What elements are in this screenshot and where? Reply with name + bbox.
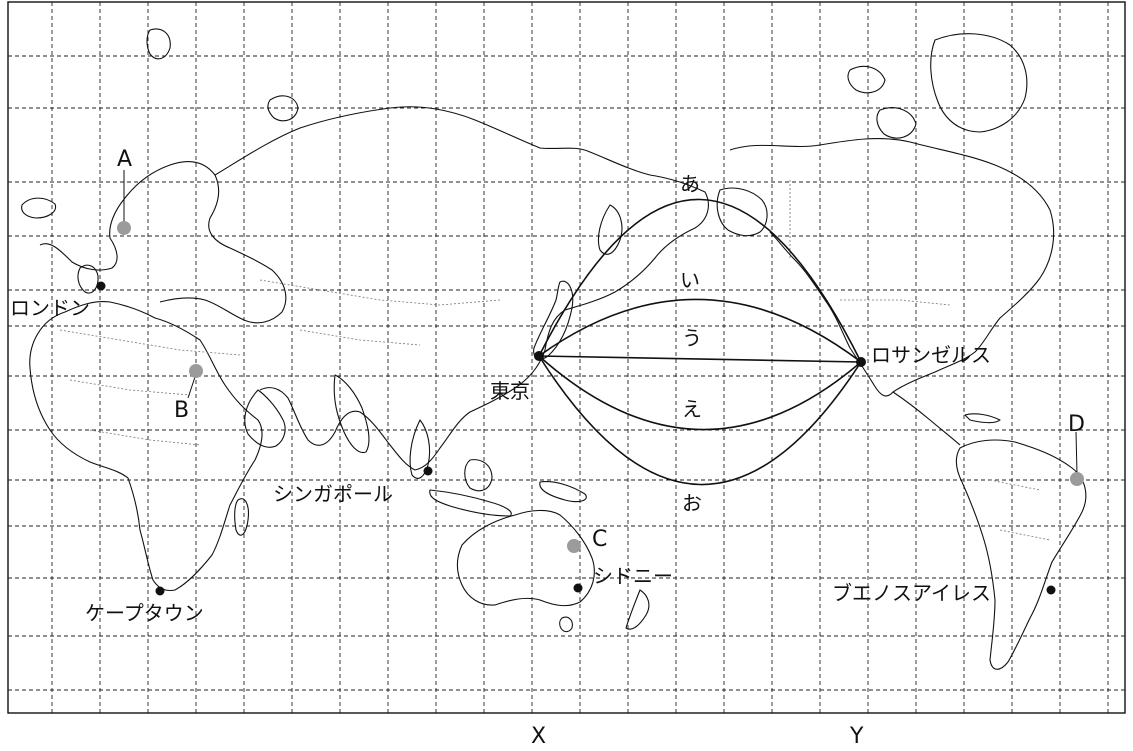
label-point-c: C	[592, 527, 607, 552]
coastline-caribbean	[964, 413, 1001, 424]
coastline-asia	[214, 106, 709, 471]
point-labels: A B C D	[117, 147, 1085, 552]
leader-d	[1075, 431, 1078, 475]
coastline-uk	[77, 264, 99, 294]
country-borders	[59, 180, 1051, 541]
label-singapore: シンガポール	[273, 482, 393, 506]
label-tokyo: 東京	[490, 379, 530, 403]
city-dot-singapore	[423, 466, 433, 476]
marker-a	[117, 221, 131, 235]
label-route-i: い	[680, 268, 700, 292]
coastline-arctic-islands	[847, 65, 886, 94]
axis-label-x: X	[531, 724, 546, 749]
coastline-kamchatka	[597, 204, 623, 255]
coastline-north-america	[729, 138, 1055, 397]
coastline-new-guinea	[539, 481, 587, 503]
label-route-o: お	[682, 491, 702, 515]
label-point-b: B	[174, 398, 189, 423]
label-route-u: う	[682, 326, 702, 350]
coastline-australia	[456, 509, 595, 607]
city-dot-losangeles	[856, 357, 866, 367]
city-dots	[96, 281, 1056, 596]
label-buenosaires: ブエノスアイレス	[832, 581, 991, 605]
route-a	[538, 198, 862, 363]
route-e	[538, 355, 862, 431]
coastline-africa	[29, 301, 263, 592]
label-sydney: シドニー	[593, 564, 673, 588]
city-dot-tokyo	[534, 351, 544, 361]
coastline-indonesia	[429, 489, 512, 517]
route-u	[538, 298, 862, 363]
route-i-straight	[538, 355, 862, 363]
coastline-madagascar	[234, 498, 249, 536]
coastlines	[21, 28, 1087, 670]
city-labels: ロンドン ケープタウン シンガポール シドニー 東京 ロサンゼルス ブエノスアイ…	[10, 296, 991, 625]
routes	[538, 198, 862, 486]
coastline-south-america	[955, 439, 1087, 670]
coastline-borneo	[464, 459, 493, 492]
marker-d	[1070, 472, 1084, 486]
label-london: ロンドン	[10, 296, 90, 320]
label-route-e: え	[682, 397, 702, 421]
label-losangeles: ロサンゼルス	[871, 343, 991, 367]
coastline-baffin	[876, 107, 917, 139]
coastline-tasmania	[559, 616, 573, 633]
label-capetown: ケープタウン	[85, 601, 204, 625]
city-dot-london	[96, 281, 106, 291]
coastline-india	[333, 374, 370, 454]
coastline-novaya-zemlya	[267, 95, 299, 122]
coastline-greenland	[930, 33, 1028, 133]
route-o	[538, 355, 862, 486]
coastline-alaska	[716, 187, 768, 237]
point-markers	[117, 221, 1084, 553]
coastline-europe	[39, 161, 287, 324]
coastline-iceland	[21, 197, 57, 219]
coastline-central-america	[892, 391, 961, 446]
city-dot-capetown	[155, 586, 165, 596]
coastline-new-zealand	[625, 589, 650, 630]
leader-b	[187, 373, 197, 399]
label-point-a: A	[117, 147, 132, 172]
city-dot-sydney	[573, 583, 583, 593]
coastline-southeast-asia	[409, 419, 431, 479]
map-frame	[7, 1, 1126, 714]
axis-label-y: Y	[849, 724, 864, 749]
label-route-a: あ	[680, 172, 700, 196]
label-point-d: D	[1068, 412, 1085, 437]
marker-b	[189, 364, 203, 378]
city-dot-buenosaires	[1046, 585, 1056, 595]
coastline-svalbard	[146, 28, 171, 60]
marker-c	[567, 539, 581, 553]
coastline-arabia	[244, 389, 286, 448]
route-labels: あ い う え お	[680, 172, 702, 515]
